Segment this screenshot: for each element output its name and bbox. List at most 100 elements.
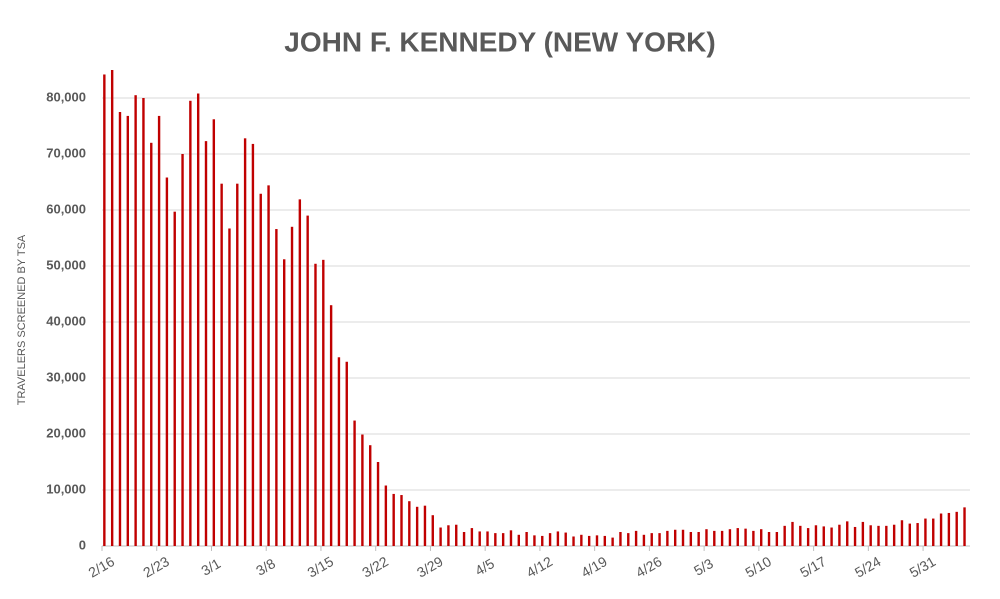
bar	[157, 115, 161, 547]
x-tick-label: 5/3	[691, 555, 716, 579]
bar	[243, 138, 247, 546]
x-tick-label: 3/15	[305, 553, 337, 581]
bar	[478, 531, 481, 546]
bar	[376, 462, 380, 546]
bar	[634, 530, 638, 546]
bar	[955, 511, 958, 546]
bar	[196, 93, 200, 547]
bar	[329, 305, 333, 546]
bar	[767, 532, 771, 546]
bar	[783, 525, 786, 546]
x-tick-label: 3/29	[414, 553, 446, 581]
bar	[869, 525, 872, 546]
x-tick-label: 4/5	[472, 555, 497, 579]
bar	[298, 199, 302, 547]
bar	[533, 535, 536, 546]
bar	[548, 533, 552, 546]
bar	[322, 259, 325, 546]
y-tick-label: 0	[79, 537, 86, 552]
bar	[541, 535, 544, 546]
bar	[173, 211, 176, 546]
y-tick-label: 10,000	[46, 481, 86, 496]
bar	[822, 526, 825, 546]
bar	[642, 534, 646, 546]
x-tick-label: 4/19	[578, 553, 610, 581]
x-tick-label: 2/16	[86, 553, 118, 581]
y-tick-label: 70,000	[46, 145, 86, 160]
bar	[517, 534, 520, 546]
bar	[290, 226, 294, 547]
bar	[572, 536, 575, 546]
bar	[251, 143, 255, 547]
x-tick-label: 5/31	[907, 553, 939, 581]
bar	[392, 493, 395, 546]
bar	[963, 507, 966, 546]
bar	[947, 512, 951, 546]
bar	[580, 534, 583, 546]
bar	[900, 520, 904, 546]
bar	[752, 530, 755, 546]
bar	[267, 185, 270, 547]
bar	[728, 529, 732, 546]
x-tick-label: 2/23	[140, 553, 172, 581]
x-tick-label: 4/26	[633, 553, 665, 581]
bar	[697, 532, 700, 546]
bar	[181, 154, 184, 546]
bar	[408, 501, 411, 546]
bar	[939, 513, 943, 546]
x-tick-label: 3/8	[253, 555, 278, 579]
bar	[189, 100, 192, 547]
bar	[673, 529, 677, 546]
bar	[689, 532, 693, 546]
bar	[814, 525, 818, 546]
bar	[806, 528, 810, 546]
bar	[212, 119, 216, 546]
bar	[501, 533, 505, 546]
bar	[509, 530, 513, 546]
bar	[775, 532, 779, 546]
x-tick-label: 3/1	[198, 555, 223, 579]
bar	[666, 530, 669, 546]
bar	[924, 518, 927, 546]
bar	[587, 535, 591, 546]
bar	[877, 525, 880, 546]
bar	[650, 533, 653, 546]
bar	[369, 445, 372, 546]
bar	[314, 263, 317, 546]
bar	[337, 357, 341, 546]
bar	[744, 528, 747, 546]
bar	[627, 533, 630, 546]
bar	[838, 524, 841, 546]
bar	[259, 193, 262, 546]
bar	[932, 518, 935, 546]
bar	[236, 183, 239, 546]
bar	[885, 525, 888, 546]
bar	[423, 505, 427, 546]
bar	[908, 523, 911, 546]
bar	[204, 141, 208, 546]
bar	[658, 533, 661, 546]
bar	[447, 525, 450, 546]
bar	[760, 529, 763, 546]
bar	[720, 530, 724, 546]
bar	[611, 537, 614, 546]
y-tick-label: 60,000	[46, 201, 86, 216]
chart-title: JOHN F. KENNEDY (NEW YORK)	[284, 26, 715, 57]
bar	[439, 527, 442, 546]
bar	[345, 361, 348, 546]
y-tick-label: 50,000	[46, 257, 86, 272]
bar	[455, 524, 458, 546]
bar	[400, 495, 403, 546]
bar	[486, 531, 489, 546]
bar	[220, 183, 223, 546]
bar	[275, 229, 278, 547]
bar	[861, 521, 865, 546]
bar	[595, 535, 599, 546]
bar	[306, 215, 309, 546]
bar	[556, 531, 560, 546]
bar	[603, 535, 607, 546]
bar	[361, 434, 364, 546]
bar	[494, 533, 497, 546]
bar	[713, 530, 716, 546]
